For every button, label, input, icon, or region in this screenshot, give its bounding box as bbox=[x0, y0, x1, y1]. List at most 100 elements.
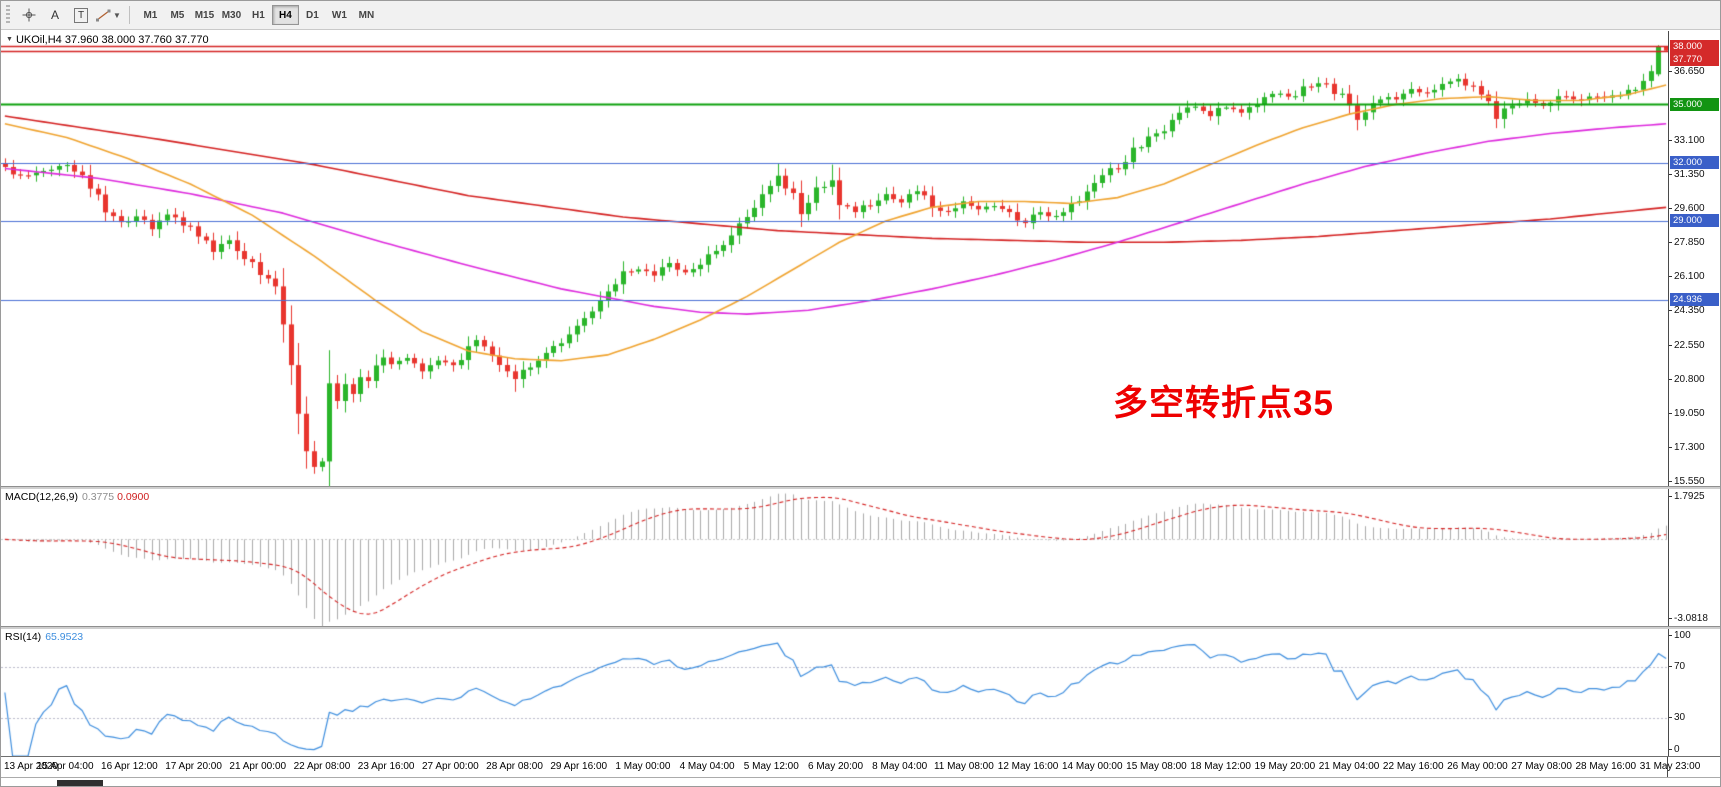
price-axis-label: 15.550 bbox=[1669, 476, 1705, 486]
price-axis-label: 26.100 bbox=[1669, 271, 1705, 283]
price-axis-label: 36.650 bbox=[1669, 66, 1705, 78]
time-axis-label: 22 May 16:00 bbox=[1382, 761, 1444, 772]
chart-menu-icon[interactable]: ▼ bbox=[6, 36, 13, 43]
rsi-canvas[interactable] bbox=[1, 629, 1670, 756]
price-pane: ▼ UKOil,H4 37.960 38.000 37.760 37.770 多空… bbox=[1, 31, 1720, 486]
rsi-axis-label: 30 bbox=[1668, 711, 1686, 723]
macd-label: MACD(12,26,9) 0.3775 0.0900 bbox=[5, 491, 149, 503]
rsi-axis-label: 70 bbox=[1668, 661, 1686, 673]
price-axis-label: 33.100 bbox=[1669, 135, 1705, 147]
price-axis-label: 31.350 bbox=[1669, 169, 1705, 181]
time-axis-label: 18 May 12:00 bbox=[1190, 761, 1251, 772]
price-axis[interactable]: 36.650 33.100 31.350 29.600 27.850 26.100 24.3… bbox=[1668, 31, 1720, 486]
time-axis-label: 8 May 04:00 bbox=[872, 761, 928, 772]
timeframe-buttons: M1 M5 M15 M30 H1 H4 D1 W1 MN bbox=[137, 5, 380, 25]
macd-axis-label: 1.7925 bbox=[1669, 491, 1705, 502]
macd-signal-value: 0.0900 bbox=[117, 491, 150, 503]
timeframe-m30-button[interactable]: M30 bbox=[218, 5, 245, 25]
time-axis-label: 4 May 04:00 bbox=[679, 761, 735, 772]
macd-main-value: 0.3775 bbox=[81, 491, 115, 503]
chart-title: ▼ UKOil,H4 37.960 38.000 37.760 37.770 bbox=[6, 34, 209, 46]
ohlc-values: 37.960 38.000 37.760 37.770 bbox=[64, 34, 209, 46]
timeframe-m15-button[interactable]: M15 bbox=[191, 5, 218, 25]
pane-splitter[interactable] bbox=[1, 486, 1720, 489]
time-axis-label: 27 Apr 00:00 bbox=[421, 761, 479, 772]
chart-annotation: 多空转折点35 bbox=[1113, 384, 1334, 423]
price-level-badge: 37.770 bbox=[1670, 52, 1719, 66]
label-tool-button[interactable]: T bbox=[69, 4, 93, 26]
time-axis-label: 22 Apr 08:00 bbox=[293, 761, 351, 772]
chart-window: ▼ UKOil,H4 37.960 38.000 37.760 37.770 多空… bbox=[1, 31, 1720, 786]
timeframe-w1-button[interactable]: W1 bbox=[326, 5, 353, 25]
time-axis-label: 15 Apr 04:00 bbox=[36, 761, 94, 772]
price-axis-label: 22.550 bbox=[1669, 340, 1705, 352]
macd-pane: MACD(12,26,9) 0.3775 0.0900 1.7925 -3.0818 bbox=[1, 489, 1720, 626]
timeframe-m5-button[interactable]: M5 bbox=[164, 5, 191, 25]
time-axis-label: 14 May 00:00 bbox=[1061, 761, 1123, 772]
macd-axis-label: -3.0818 bbox=[1669, 613, 1708, 624]
time-axis-label: 21 Apr 00:00 bbox=[229, 761, 287, 772]
time-axis-label: 31 May 23:00 bbox=[1639, 761, 1701, 772]
timeframe-d1-button[interactable]: D1 bbox=[299, 5, 326, 25]
price-level-badge: 35.000 bbox=[1670, 97, 1719, 111]
price-axis-label: 20.800 bbox=[1669, 374, 1705, 386]
toolbar: A T ▼ M1 M5 M15 M30 H1 H4 D1 W1 MN bbox=[1, 1, 1720, 30]
time-axis-label: 26 May 00:00 bbox=[1447, 761, 1508, 772]
price-axis-label: 29.600 bbox=[1669, 203, 1705, 215]
time-axis-label: 6 May 20:00 bbox=[807, 761, 864, 772]
time-axis-label: 12 May 16:00 bbox=[997, 761, 1059, 772]
bottom-strip bbox=[1, 777, 1720, 786]
time-axis-label: 17 Apr 20:00 bbox=[165, 761, 222, 772]
time-axis-label: 13 Apr 2020 bbox=[4, 761, 58, 772]
timeframe-h4-button[interactable]: H4 bbox=[271, 5, 299, 25]
pane-splitter[interactable] bbox=[1, 626, 1720, 629]
time-axis-label: 15 May 08:00 bbox=[1126, 761, 1187, 772]
time-axis-label: 1 May 00:00 bbox=[615, 761, 671, 772]
label-tool-glyph: T bbox=[73, 7, 89, 23]
shapes-tool-button[interactable]: ▼ bbox=[95, 4, 122, 26]
rsi-axis-label: 100 bbox=[1669, 630, 1691, 641]
crosshair-icon bbox=[22, 8, 36, 22]
macd-canvas[interactable] bbox=[1, 489, 1670, 626]
timeframe-m1-button[interactable]: M1 bbox=[137, 5, 164, 25]
timeframe-mn-button[interactable]: MN bbox=[353, 5, 380, 25]
rsi-label: RSI(14) 65.9523 bbox=[5, 631, 83, 643]
macd-name: MACD(12,26,9) bbox=[5, 491, 78, 503]
price-level-badge: 24.936 bbox=[1670, 293, 1719, 307]
time-axis-label: 28 Apr 08:00 bbox=[486, 761, 543, 772]
time-axis-label: 16 Apr 12:00 bbox=[101, 761, 158, 772]
timeframe-h1-button[interactable]: H1 bbox=[245, 5, 272, 25]
price-level-badge: 38.000 bbox=[1670, 39, 1719, 53]
rsi-axis-label: 0 bbox=[1669, 744, 1680, 755]
shapes-icon bbox=[96, 9, 111, 21]
time-axis-label: 5 May 12:00 bbox=[743, 761, 799, 772]
price-chart-canvas[interactable] bbox=[1, 31, 1670, 486]
time-axis-label: 21 May 04:00 bbox=[1318, 761, 1380, 772]
time-axis-label: 29 Apr 16:00 bbox=[550, 761, 608, 772]
toolbar-grip[interactable] bbox=[6, 5, 10, 25]
text-tool-button[interactable]: A bbox=[43, 4, 67, 26]
time-axis-label: 27 May 08:00 bbox=[1511, 761, 1572, 772]
price-axis-label: 19.050 bbox=[1669, 408, 1705, 420]
macd-axis[interactable]: 1.7925 -3.0818 bbox=[1668, 489, 1720, 626]
symbol-timeframe: UKOil,H4 bbox=[15, 34, 62, 46]
crosshair-tool-button[interactable] bbox=[17, 4, 41, 26]
toolbar-separator bbox=[128, 6, 130, 24]
time-axis-label: 28 May 16:00 bbox=[1575, 761, 1637, 772]
price-axis-label: 17.300 bbox=[1669, 442, 1705, 454]
dropdown-caret-icon: ▼ bbox=[113, 10, 121, 20]
rsi-name: RSI(14) bbox=[5, 631, 42, 643]
rsi-axis[interactable]: 100 70 30 0 bbox=[1668, 629, 1720, 756]
rsi-value: 65.9523 bbox=[45, 631, 84, 643]
time-axis[interactable]: 13 Apr 2020 15 Apr 04:00 16 Apr 12:00 17 Ap… bbox=[1, 756, 1720, 777]
time-axis-label: 11 May 08:00 bbox=[933, 761, 994, 772]
price-level-badge: 29.000 bbox=[1670, 214, 1719, 228]
rsi-pane: RSI(14) 65.9523 100 70 30 0 bbox=[1, 629, 1720, 756]
price-axis-label: 27.850 bbox=[1669, 237, 1705, 249]
time-axis-label: 23 Apr 16:00 bbox=[357, 761, 415, 772]
time-axis-label: 19 May 20:00 bbox=[1254, 761, 1316, 772]
taskbar-fragment bbox=[57, 780, 103, 786]
price-level-badge: 32.000 bbox=[1670, 156, 1719, 170]
price-axis-label: 24.350 bbox=[1669, 305, 1705, 317]
